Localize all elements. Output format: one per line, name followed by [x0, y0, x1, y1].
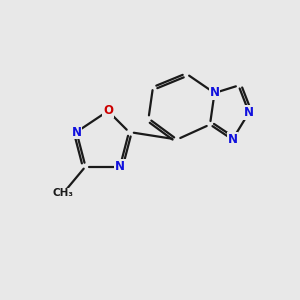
Text: CH₃: CH₃ [52, 188, 74, 199]
Text: N: N [115, 160, 125, 173]
Text: N: N [227, 133, 238, 146]
Text: N: N [244, 106, 254, 119]
Text: N: N [71, 125, 82, 139]
Text: O: O [103, 104, 113, 118]
Text: N: N [209, 86, 220, 100]
